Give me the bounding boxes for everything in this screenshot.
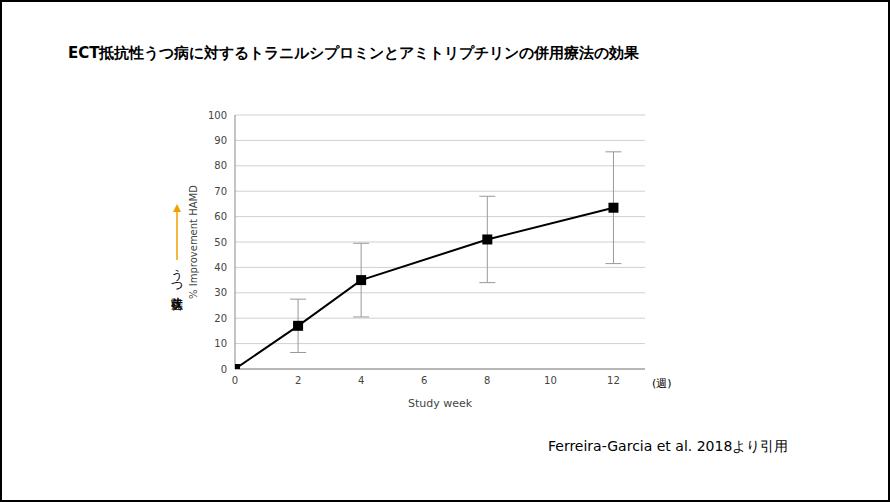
- svg-text:70: 70: [214, 186, 227, 197]
- svg-text:40: 40: [214, 262, 227, 273]
- svg-text:2: 2: [295, 375, 301, 386]
- svg-text:20: 20: [214, 313, 227, 324]
- svg-text:10: 10: [214, 338, 227, 349]
- svg-text:30: 30: [214, 287, 227, 298]
- svg-text:6: 6: [421, 375, 427, 386]
- svg-text:0: 0: [221, 364, 227, 375]
- svg-text:4: 4: [358, 375, 364, 386]
- svg-text:% Improvement HAMD: % Improvement HAMD: [188, 185, 199, 299]
- svg-text:60: 60: [214, 211, 227, 222]
- html-text:(週): (週): [652, 377, 672, 390]
- html-text:うつ症状改善: うつ症状改善: [170, 260, 184, 288]
- html-text:Ferreira-Garcia et al. 2018より引: Ferreira-Garcia et al. 2018より引用: [548, 438, 789, 454]
- svg-text:12: 12: [607, 375, 620, 386]
- svg-text:100: 100: [208, 110, 227, 121]
- html-text:ECT抵抗性うつ病に対するトラニルシプロミンとアミトリプチリ: ECT抵抗性うつ病に対するトラニルシプロミンとアミトリプチリンの併用療法の効果: [68, 44, 640, 62]
- svg-text:50: 50: [214, 237, 227, 248]
- svg-text:0: 0: [232, 375, 238, 386]
- svg-text:90: 90: [214, 135, 227, 146]
- svg-text:10: 10: [544, 375, 557, 386]
- svg-text:Study week: Study week: [408, 397, 473, 410]
- svg-text:80: 80: [214, 160, 227, 171]
- svg-text:8: 8: [484, 375, 490, 386]
